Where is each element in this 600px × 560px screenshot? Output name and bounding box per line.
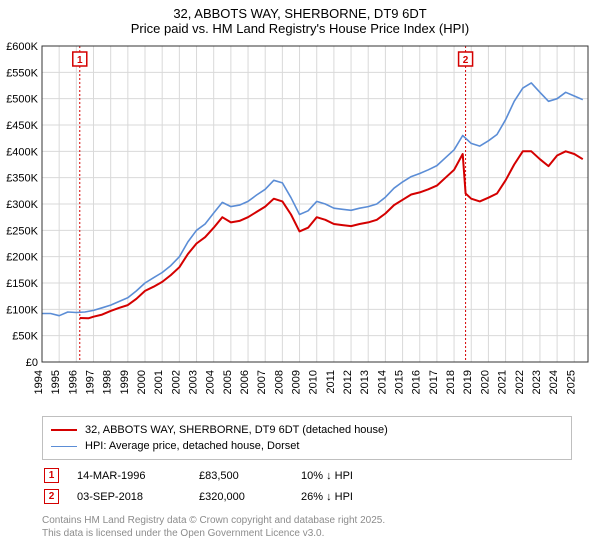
svg-text:2020: 2020 [479, 370, 491, 394]
svg-text:£50K: £50K [12, 331, 38, 343]
svg-text:2011: 2011 [325, 370, 337, 394]
svg-text:2024: 2024 [548, 370, 560, 394]
svg-text:1997: 1997 [85, 370, 97, 394]
svg-text:£450K: £450K [6, 120, 38, 132]
svg-text:2023: 2023 [531, 370, 543, 394]
svg-text:2015: 2015 [394, 370, 406, 394]
svg-text:2005: 2005 [222, 370, 234, 394]
svg-text:2010: 2010 [308, 370, 320, 394]
svg-text:2021: 2021 [497, 370, 509, 394]
legend-label-subject: 32, ABBOTS WAY, SHERBORNE, DT9 6DT (deta… [85, 424, 388, 436]
footer: Contains HM Land Registry data © Crown c… [42, 514, 572, 540]
chart-title-line1: 32, ABBOTS WAY, SHERBORNE, DT9 6DT [0, 0, 600, 21]
svg-text:1996: 1996 [67, 370, 79, 394]
svg-text:£500K: £500K [6, 94, 38, 106]
svg-text:2012: 2012 [342, 370, 354, 394]
svg-text:£300K: £300K [6, 199, 38, 211]
svg-text:1998: 1998 [102, 370, 114, 394]
svg-text:2019: 2019 [462, 370, 474, 394]
svg-text:£200K: £200K [6, 252, 38, 264]
svg-text:2025: 2025 [565, 370, 577, 394]
event-marker-icon: 1 [44, 468, 59, 483]
svg-text:£250K: £250K [6, 225, 38, 237]
svg-text:£100K: £100K [6, 304, 38, 316]
event-marker-icon: 2 [44, 489, 59, 504]
legend-label-hpi: HPI: Average price, detached house, Dors… [85, 440, 299, 452]
svg-text:£0: £0 [26, 357, 38, 369]
event-price: £320,000 [199, 491, 299, 503]
chart-svg: £0 £50K £100K £150K £200K £250K £300K £350K £400… [0, 40, 600, 410]
svg-text:2022: 2022 [514, 370, 526, 394]
svg-text:2001: 2001 [153, 370, 165, 394]
svg-text:2018: 2018 [445, 370, 457, 394]
legend-swatch-blue [51, 446, 77, 447]
svg-text:2016: 2016 [411, 370, 423, 394]
legend: 32, ABBOTS WAY, SHERBORNE, DT9 6DT (deta… [42, 416, 572, 460]
footer-line2: This data is licensed under the Open Gov… [42, 527, 572, 540]
svg-text:1999: 1999 [119, 370, 131, 394]
chart-title-line2: Price paid vs. HM Land Registry's House … [0, 21, 600, 40]
svg-text:2003: 2003 [188, 370, 200, 394]
plot-area: £0 £50K £100K £150K £200K £250K £300K £350K £400… [0, 40, 600, 410]
legend-row-hpi: HPI: Average price, detached house, Dors… [51, 438, 563, 454]
event-row: 1 14-MAR-1996 £83,500 10% ↓ HPI [44, 466, 353, 485]
svg-text:2007: 2007 [256, 370, 268, 394]
svg-text:£150K: £150K [6, 278, 38, 290]
svg-text:2017: 2017 [428, 370, 440, 394]
svg-text:1: 1 [77, 55, 83, 66]
svg-text:1994: 1994 [33, 370, 45, 394]
svg-text:2009: 2009 [291, 370, 303, 394]
legend-swatch-red [51, 429, 77, 431]
svg-text:1995: 1995 [50, 370, 62, 394]
event-diff: 10% ↓ HPI [301, 470, 353, 482]
svg-text:2: 2 [463, 55, 469, 66]
event-row: 2 03-SEP-2018 £320,000 26% ↓ HPI [44, 487, 353, 506]
footer-line1: Contains HM Land Registry data © Crown c… [42, 514, 572, 527]
svg-text:2013: 2013 [359, 370, 371, 394]
svg-text:2004: 2004 [205, 370, 217, 394]
svg-text:2008: 2008 [273, 370, 285, 394]
event-date: 03-SEP-2018 [77, 491, 197, 503]
legend-row-subject: 32, ABBOTS WAY, SHERBORNE, DT9 6DT (deta… [51, 422, 563, 438]
svg-text:£600K: £600K [6, 41, 38, 53]
event-price: £83,500 [199, 470, 299, 482]
svg-text:2014: 2014 [376, 370, 388, 394]
event-date: 14-MAR-1996 [77, 470, 197, 482]
events-table: 1 14-MAR-1996 £83,500 10% ↓ HPI 2 03-SEP… [42, 464, 355, 508]
svg-text:2000: 2000 [136, 370, 148, 394]
svg-text:£400K: £400K [6, 146, 38, 158]
svg-text:£550K: £550K [6, 67, 38, 79]
svg-text:£350K: £350K [6, 173, 38, 185]
svg-text:2002: 2002 [170, 370, 182, 394]
event-diff: 26% ↓ HPI [301, 491, 353, 503]
svg-text:2006: 2006 [239, 370, 251, 394]
